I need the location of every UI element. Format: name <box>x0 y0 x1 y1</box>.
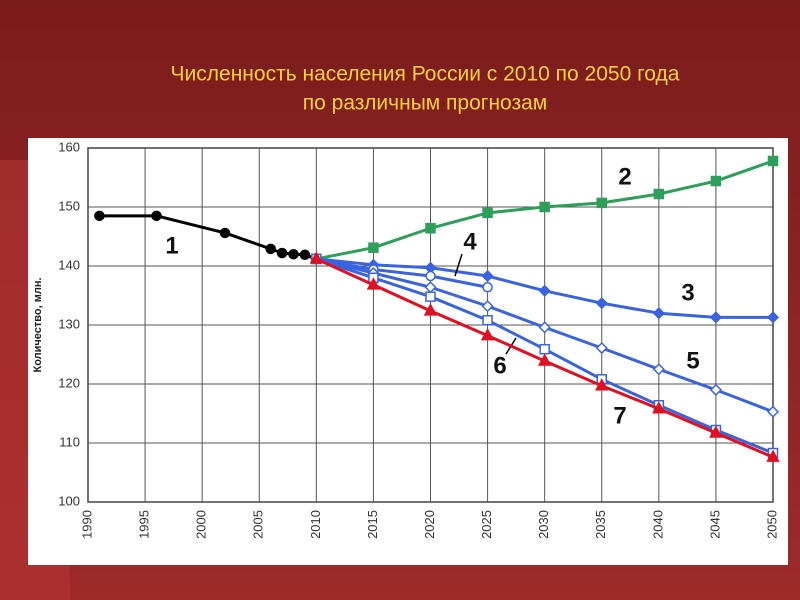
plot-frame <box>87 147 774 503</box>
marker <box>425 222 436 234</box>
x-tick-label: 2030 <box>536 510 551 539</box>
marker <box>595 297 608 310</box>
x-tick-label: 1990 <box>79 510 94 539</box>
marker <box>425 291 436 302</box>
series-label: 2 <box>618 163 631 190</box>
marker <box>538 321 551 334</box>
x-tick-label: 2020 <box>422 510 437 539</box>
y-tick-label: 100 <box>58 493 80 508</box>
marker <box>652 307 665 320</box>
marker <box>652 401 666 414</box>
y-tick-label: 120 <box>58 375 80 390</box>
y-tick-label: 150 <box>58 198 80 213</box>
marker <box>481 300 494 313</box>
x-tick-label: 2000 <box>194 510 209 539</box>
marker <box>594 378 609 391</box>
y-axis-label: Количество, млн. <box>32 277 44 372</box>
marker <box>425 270 436 282</box>
marker <box>766 311 780 324</box>
marker <box>368 242 379 253</box>
marker <box>423 303 438 316</box>
marker <box>538 284 551 297</box>
marker <box>767 155 779 167</box>
leader-line <box>454 253 463 277</box>
marker <box>595 341 608 355</box>
series-label: 4 <box>463 228 477 255</box>
marker <box>265 243 276 255</box>
marker <box>766 405 780 418</box>
marker <box>652 363 665 376</box>
marker <box>653 188 665 200</box>
marker <box>482 281 493 293</box>
marker <box>366 277 381 290</box>
marker <box>482 315 493 326</box>
x-tick-label: 2010 <box>308 510 323 539</box>
marker <box>596 197 607 209</box>
marker <box>219 227 231 239</box>
x-tick-label: 2005 <box>251 510 266 539</box>
x-tick-label: 1995 <box>137 510 152 539</box>
marker <box>481 269 494 283</box>
series-label: 5 <box>686 347 699 374</box>
y-tick-label: 160 <box>58 139 80 154</box>
marker <box>151 210 162 222</box>
series-label: 3 <box>681 279 694 306</box>
x-tick-label: 2045 <box>707 510 722 539</box>
marker <box>539 343 550 355</box>
series-label: 6 <box>493 352 506 379</box>
marker <box>709 425 723 438</box>
marker <box>710 175 722 187</box>
x-tick-label: 2015 <box>365 510 380 539</box>
marker <box>539 201 550 213</box>
marker <box>766 449 780 462</box>
x-tick-label: 2025 <box>479 510 494 539</box>
series-label: 1 <box>165 232 178 259</box>
marker <box>709 383 722 396</box>
marker <box>482 207 493 219</box>
series-line <box>316 257 488 289</box>
y-tick-label: 140 <box>58 257 80 272</box>
marker <box>480 328 495 341</box>
marker <box>276 247 288 259</box>
series-label: 7 <box>613 402 626 429</box>
y-tick-label: 110 <box>59 434 80 449</box>
marker <box>94 210 105 222</box>
marker <box>299 249 311 261</box>
x-tick-label: 2035 <box>593 510 608 539</box>
marker <box>709 311 722 324</box>
x-tick-label: 2040 <box>650 510 665 539</box>
chart-panel <box>28 138 788 565</box>
chart-title: по различным прогнозам <box>303 92 547 115</box>
marker <box>537 353 552 366</box>
y-tick-label: 130 <box>58 316 80 331</box>
chart-title: Численность населения России с 2010 по 2… <box>171 63 680 86</box>
marker <box>288 248 299 260</box>
marker <box>309 251 324 264</box>
x-tick-label: 2050 <box>764 510 779 539</box>
